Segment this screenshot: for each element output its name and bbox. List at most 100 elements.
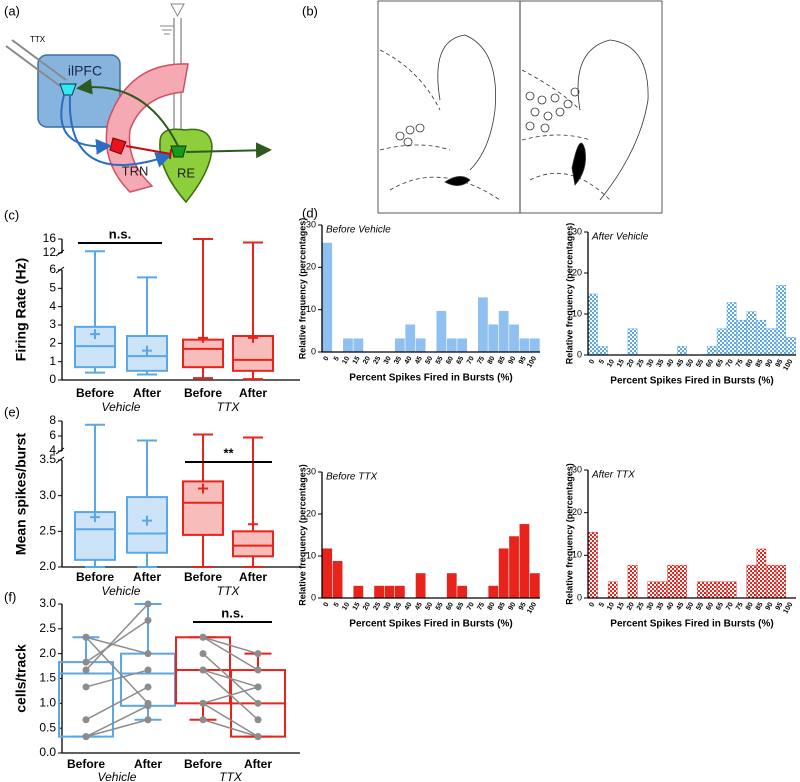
subtitle: Before Vehicle [326, 225, 391, 236]
bar [519, 524, 530, 598]
bar [766, 328, 777, 356]
amplifier-symbol [170, 3, 185, 18]
bar [657, 581, 668, 599]
panel-label: (d) [302, 205, 318, 220]
bar [667, 564, 678, 599]
x-tick-label: Before [184, 386, 222, 400]
mean-marker [142, 345, 152, 356]
y-tick-label: 2.0 [39, 646, 56, 660]
data-point [199, 650, 207, 658]
x-tick-label: 0 [588, 358, 596, 365]
arrow [185, 142, 272, 159]
y-tick-label: 20 [572, 507, 582, 517]
x-tick-label: 50 [685, 358, 695, 368]
x-axis-label: Percent Spikes Fired in Bursts (%) [610, 376, 773, 387]
trn-region [105, 63, 189, 193]
x-tick-label: Before [184, 570, 222, 584]
x-tick-label: 65 [456, 355, 466, 365]
circuit-diagram: TTX ilPFC TRN RE [5, 3, 272, 204]
bar [446, 338, 457, 352]
mean-marker [198, 483, 208, 494]
bar [374, 585, 384, 598]
x-tick-label: 20 [362, 601, 372, 611]
bar [647, 581, 658, 599]
panel-label: (c) [4, 207, 19, 222]
data-point [254, 733, 262, 741]
arrow [68, 95, 172, 168]
bar [343, 338, 353, 352]
ground-symbol [160, 25, 174, 35]
x-tick-label: 85 [497, 355, 507, 365]
subtitle: Before TTX [326, 472, 377, 483]
x-tick-label: 75 [735, 601, 745, 611]
bar [736, 319, 747, 356]
x-tick-label: 0 [323, 355, 331, 362]
y-axis-label: Relative frequency (percentages) [564, 223, 574, 365]
mean-marker [90, 512, 100, 523]
group-label: TTX [219, 770, 243, 782]
x-tick-label: 90 [765, 358, 775, 368]
y-tick-label: 30 [306, 466, 316, 476]
y-tick-label: 2.0 [39, 559, 56, 573]
data-point [82, 683, 90, 691]
y-tick-label: 10 [572, 550, 582, 560]
x-tick-label: Before [184, 757, 222, 771]
y-tick-label: 4 [49, 299, 56, 313]
y-tick-label: 0 [49, 372, 56, 386]
bar [607, 581, 618, 599]
x-tick-label: 75 [735, 358, 745, 368]
y-tick-label: 0 [311, 592, 316, 602]
x-tick-label: 65 [715, 358, 725, 368]
subtitle: After Vehicle [591, 232, 649, 243]
inhibitory-arrow [125, 145, 172, 160]
x-tick-label: 95 [518, 355, 528, 365]
pair-line [202, 719, 259, 738]
recording-site [525, 91, 535, 101]
bar [384, 585, 395, 598]
bar [529, 573, 540, 598]
panel-label: (b) [302, 3, 318, 18]
y-tick-label: 3 [49, 317, 56, 331]
panel-label: (f) [4, 589, 16, 604]
x-tick-label: 45 [414, 601, 424, 611]
x-tick-label: 25 [636, 358, 646, 368]
x-tick-label: 90 [507, 601, 517, 611]
x-tick-label: 65 [715, 601, 725, 611]
ventricle [444, 176, 471, 186]
recording-site [563, 99, 573, 109]
y-tick-label: 3.0 [39, 488, 56, 502]
x-tick-label: Before [76, 570, 114, 584]
bar [706, 346, 717, 356]
neuron [59, 83, 77, 96]
x-tick-label: 35 [656, 358, 666, 368]
x-tick-label: 55 [435, 601, 445, 611]
x-tick-label: After [134, 757, 162, 771]
bar [488, 324, 499, 352]
bar [509, 324, 519, 352]
bar [746, 311, 757, 356]
group-label: TTX [217, 584, 241, 598]
bar [394, 338, 405, 352]
x-tick-label: 25 [372, 355, 382, 365]
x-tick-label: 80 [487, 601, 497, 611]
x-tick-label: 30 [646, 601, 656, 611]
recording-site [415, 123, 425, 133]
region-label: RE [177, 165, 195, 180]
x-tick-label: 55 [695, 601, 705, 611]
bar [415, 338, 426, 352]
y-tick-label: 6 [49, 262, 56, 276]
section-frame [519, 0, 663, 214]
bar [415, 573, 426, 598]
x-tick-label: 35 [393, 355, 403, 365]
y-tick-label: 2 [49, 336, 56, 350]
pair-line [85, 603, 149, 671]
x-tick-label: 30 [383, 601, 393, 611]
x-tick-label: 95 [518, 601, 528, 611]
pair-line [85, 636, 149, 704]
bar [627, 328, 638, 356]
x-tick-label: 0 [588, 601, 596, 608]
x-tick-label: After [239, 386, 267, 400]
y-tick-label: 3.5 [39, 452, 56, 466]
x-tick-label: 15 [616, 601, 626, 611]
x-tick-label: After [244, 757, 272, 771]
